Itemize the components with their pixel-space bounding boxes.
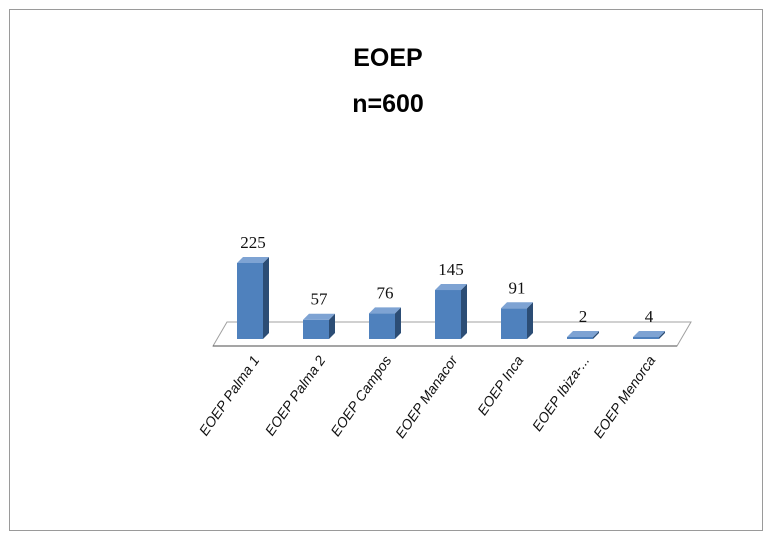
bar-front-1 [237,263,263,339]
value-label-1: 225 [240,233,266,252]
category-label-7: EOEP Menorca [590,352,659,441]
bar-5 [501,302,533,339]
category-label-6: EOEP Ibiza-... [529,353,593,434]
bar-side-4 [461,284,467,339]
chart-subtitle: n=600 [352,90,424,118]
bar-front-5 [501,308,527,339]
value-label-3: 76 [377,283,394,302]
value-label-5: 91 [509,278,526,297]
bar-top-2 [303,313,335,320]
bar-front-6 [567,337,593,339]
chart-frame: EOEP n=600 225 57 76 145 91 2 4 EOEP Palma 1 EO… [9,9,763,531]
bar-side-3 [395,307,401,339]
category-label-1: EOEP Palma 1 [196,353,263,439]
bar-front-4 [435,290,461,339]
bar-7 [633,331,665,339]
category-label-3: EOEP Campos [327,353,394,440]
bar-top-1 [237,257,269,263]
bar-4 [435,284,467,339]
value-label-7: 4 [645,307,654,326]
category-label-5: EOEP Inca [474,352,527,418]
bar-top-6 [567,331,599,337]
bar-side-6 [593,331,599,339]
bar-top-4 [435,284,467,291]
category-label-4: EOEP Manacor [392,351,461,441]
bar-side-5 [527,302,533,339]
bar-top-3 [369,307,401,314]
bar-1 [237,257,269,339]
bar-top-7 [633,331,665,337]
bar-2 [303,313,335,339]
bar-front-7 [633,337,659,339]
value-label-6: 2 [579,307,588,326]
bar-front-2 [303,319,329,339]
chart-title: EOEP [353,44,422,72]
bar-front-3 [369,313,395,339]
bar-6 [567,331,599,339]
bar-side-7 [659,331,665,339]
bar-side-1 [263,257,269,339]
value-label-4: 145 [438,260,464,279]
category-label-2: EOEP Palma 2 [262,352,329,438]
value-label-2: 57 [311,290,329,309]
value-labels-group: 225 57 76 145 91 2 4 [240,233,654,326]
bar-3 [369,307,401,339]
bar-side-2 [329,313,335,339]
bars-group [237,257,665,339]
bar-top-5 [501,302,533,309]
